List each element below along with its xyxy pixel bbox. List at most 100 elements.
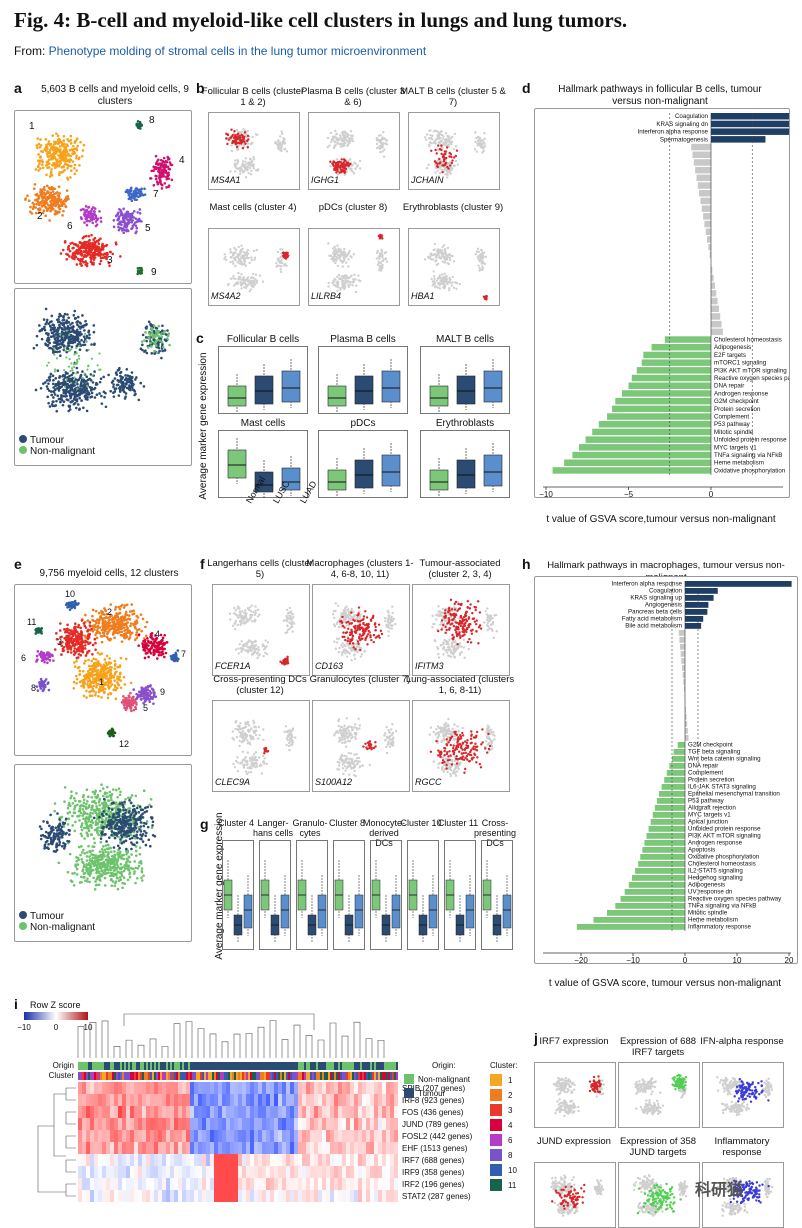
- heatmap-row-label: FOSL2 (442 genes): [402, 1132, 473, 1141]
- cell-cluster: [376, 249, 388, 272]
- gene-label: IGHG1: [311, 175, 339, 185]
- gene-label: LILRB4: [311, 291, 341, 301]
- bar-label: Protein secretion: [714, 406, 761, 413]
- cell-cluster: [149, 155, 173, 190]
- negative-bar: [665, 336, 711, 343]
- bar-label: mTORC1 signaling: [714, 360, 767, 367]
- neutral-bar: [711, 298, 718, 305]
- boxplot: [296, 840, 328, 950]
- boxplot-title: Plasma B cells: [318, 334, 408, 345]
- bar-label: Bile acid metabolism: [625, 623, 682, 630]
- neutral-bar: [679, 630, 685, 636]
- cell-cluster: [223, 244, 258, 267]
- negative-bar: [615, 903, 685, 909]
- zscore-tick: 10: [84, 1023, 93, 1032]
- cell-cluster: [125, 186, 147, 202]
- cluster-number-label: 1: [29, 121, 35, 132]
- cluster-legend-label: 11: [508, 1181, 517, 1190]
- heatmap-cells: [78, 1082, 398, 1202]
- positive-bar: [711, 128, 789, 135]
- cell-cluster: [121, 692, 138, 712]
- cluster-legend-label: 1: [508, 1076, 513, 1085]
- negative-bar: [579, 444, 711, 451]
- negative-bar: [564, 460, 711, 467]
- bar-label: P53 pathway: [688, 798, 725, 805]
- neutral-bar: [698, 182, 711, 189]
- cluster-legend-swatch: [490, 1074, 502, 1086]
- boxplot: [318, 430, 408, 498]
- negative-bar: [577, 924, 685, 930]
- cell-cluster: [378, 234, 384, 240]
- bar-label: Allograft rejection: [688, 805, 736, 812]
- panel-h-barchart: Interferon alpha responseCoagulationKRAS…: [535, 577, 797, 963]
- bar-label: E2F targets: [714, 352, 746, 359]
- row-dendrogram: [38, 1088, 76, 1196]
- cell-cluster: [483, 607, 498, 639]
- tumour-swatch: [19, 435, 27, 443]
- negative-bar: [664, 777, 685, 783]
- cell-cluster: [376, 131, 389, 158]
- cluster-number-label: 12: [119, 739, 129, 749]
- cluster-number-label: 2: [37, 211, 43, 222]
- cell-cluster: [232, 751, 268, 776]
- bar-label: Unfolded protein response: [714, 437, 787, 444]
- tile-title: Macrophages (clusters 1-4, 6-8, 10, 11): [304, 558, 416, 580]
- tile-title: Plasma B cells (cluster 3 & 6): [300, 86, 406, 108]
- tsne-tile: [534, 1062, 616, 1128]
- boxplot-title: pDCs: [318, 418, 408, 429]
- heatmap-row-label: IRF7 (688 genes): [402, 1156, 465, 1165]
- source-link[interactable]: Phenotype molding of stromal cells in th…: [49, 44, 427, 58]
- bar-label: Interferon alpha response: [637, 129, 708, 136]
- cell-cluster: [336, 752, 371, 777]
- neutral-bar: [693, 152, 711, 159]
- neutral-bar: [711, 290, 716, 297]
- bar-label: P53 pathway: [714, 421, 751, 428]
- neutral-bar: [680, 644, 685, 650]
- bar-label: Heme metabolism: [714, 460, 764, 467]
- bar-label: IL2 STAT5 signaling: [688, 868, 743, 875]
- cell-cluster: [274, 130, 288, 152]
- tile-title: Erythroblasts (cluster 9): [400, 202, 506, 213]
- bar-label: Spermatogenesis: [660, 136, 708, 143]
- nonmalignant-swatch: [19, 922, 27, 930]
- negative-bar: [653, 812, 685, 818]
- bar-label: Reactive oxygen species pathway: [688, 896, 782, 903]
- cell-cluster: [474, 131, 486, 153]
- panel-a-letter: a: [14, 80, 22, 96]
- panel-e-origin-tsne: Tumour Non-malignant: [14, 764, 192, 942]
- cell-cluster: [483, 295, 488, 301]
- cell-cluster: [424, 243, 455, 266]
- bar-label: Fatty acid metabolism: [622, 616, 682, 623]
- panel-h-letter: h: [522, 556, 531, 572]
- cell-cluster: [554, 1098, 580, 1117]
- boxplot: [407, 840, 439, 950]
- axis-tick-label: 0: [683, 956, 688, 963]
- cell-cluster: [34, 627, 43, 635]
- neutral-bar: [682, 665, 685, 671]
- bar-label: Pancreas beta cells: [628, 609, 682, 616]
- cluster-legend-label: 10: [508, 1166, 517, 1175]
- negative-bar: [632, 375, 711, 382]
- negative-bar: [607, 413, 711, 420]
- panel-a-origin-tsne: Tumour Non-malignant: [14, 288, 192, 466]
- positive-bar: [685, 588, 718, 594]
- cluster-number-label: 7: [181, 649, 186, 659]
- negative-bar: [586, 436, 711, 443]
- bar-label: Angiogenesis: [645, 602, 682, 609]
- cell-cluster: [362, 740, 377, 750]
- cell-cluster: [137, 632, 168, 660]
- tile-title: Inflammatory response: [694, 1136, 790, 1158]
- cluster-legend-swatch: [490, 1179, 502, 1191]
- cell-cluster: [113, 208, 143, 235]
- bar-label: DNA repair: [688, 763, 718, 770]
- bar-label: Protein secretion: [688, 777, 735, 784]
- cell-cluster: [678, 1180, 688, 1197]
- cell-cluster: [227, 272, 264, 293]
- bar-label: KRAS signaling up: [630, 595, 682, 602]
- tsne-tile: [618, 1162, 700, 1228]
- bar-label: Complement: [714, 414, 749, 421]
- neutral-bar: [679, 637, 685, 643]
- bar-label: MYC targets v1: [688, 812, 731, 819]
